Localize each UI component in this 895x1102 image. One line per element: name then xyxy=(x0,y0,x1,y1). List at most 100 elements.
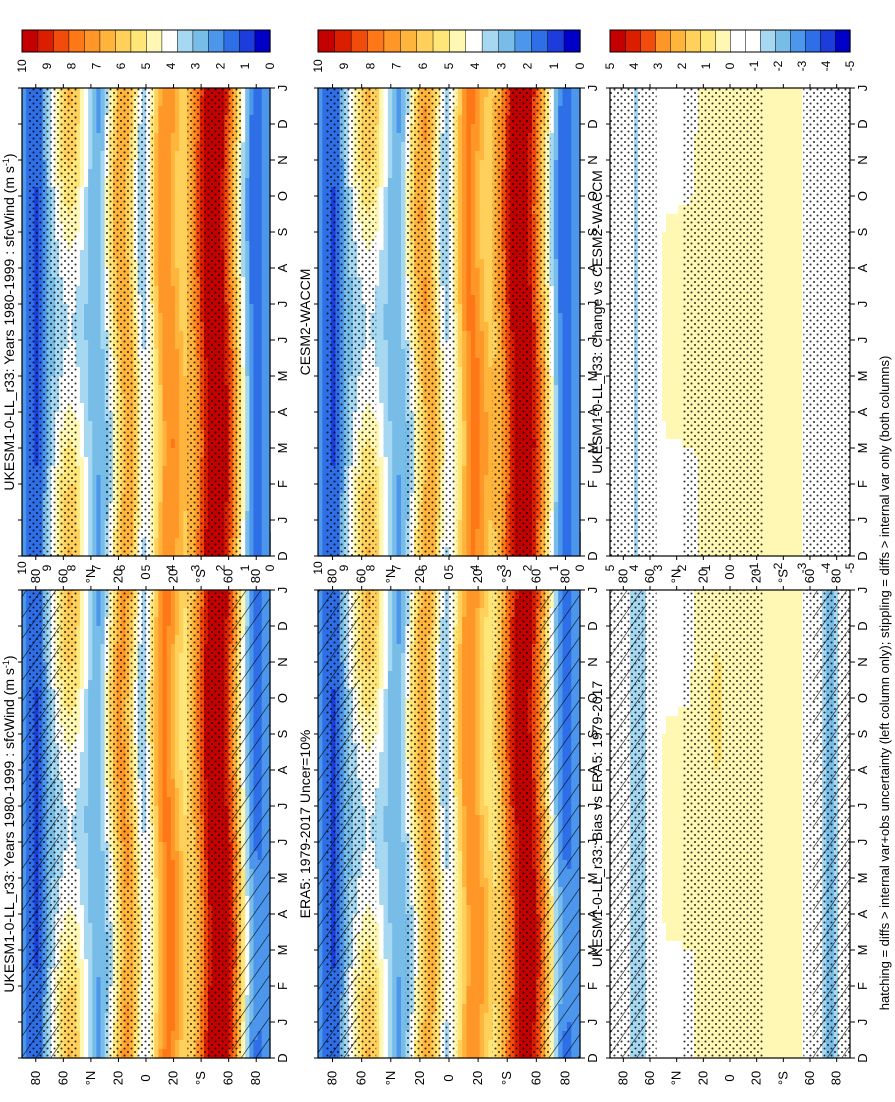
heat-cell xyxy=(179,671,184,681)
heat-cell xyxy=(88,313,93,323)
heat-cell xyxy=(167,1049,172,1059)
heat-cell xyxy=(183,680,188,690)
heat-cell xyxy=(88,779,93,789)
heat-cell xyxy=(171,950,176,960)
heat-cell xyxy=(154,205,159,215)
heat-cell xyxy=(158,842,163,852)
heat-cell xyxy=(175,680,180,690)
heat-cell xyxy=(163,259,168,269)
heat-cell xyxy=(171,322,176,332)
heat-cell xyxy=(183,608,188,618)
heat-cell xyxy=(171,331,176,341)
heat-cell xyxy=(175,977,180,987)
heat-cell xyxy=(80,878,85,888)
heat-cell xyxy=(101,662,106,672)
heat-cell xyxy=(179,115,184,125)
heat-cell xyxy=(96,887,101,897)
heat-cell xyxy=(163,833,168,843)
heat-cell xyxy=(253,88,258,98)
heat-cell xyxy=(253,151,258,161)
heat-cell xyxy=(158,259,163,269)
heat-cell xyxy=(88,241,93,251)
heat-cell xyxy=(80,743,85,753)
heat-cell xyxy=(101,286,106,296)
heat-cell xyxy=(183,797,188,807)
heat-cell xyxy=(179,644,184,654)
heat-cell xyxy=(179,142,184,152)
heat-cell xyxy=(80,968,85,978)
heat-cell xyxy=(154,905,159,915)
heat-cell xyxy=(88,941,93,951)
heat-cell xyxy=(179,626,184,636)
heat-cell xyxy=(171,286,176,296)
heat-cell xyxy=(158,250,163,260)
heat-cell xyxy=(96,860,101,870)
heat-cell xyxy=(179,196,184,206)
heat-cell xyxy=(183,151,188,161)
heat-cell xyxy=(179,752,184,762)
heat-cell xyxy=(154,752,159,762)
heat-cell xyxy=(88,115,93,125)
heat-cell xyxy=(258,106,263,116)
heat-cell xyxy=(92,259,97,269)
heat-cell xyxy=(167,295,172,305)
heat-cell xyxy=(171,599,176,609)
heat-cell xyxy=(167,941,172,951)
heat-cell xyxy=(167,97,172,107)
heat-cell xyxy=(80,860,85,870)
heat-cell xyxy=(96,1040,101,1050)
heat-cell xyxy=(167,923,172,933)
heat-cell xyxy=(154,331,159,341)
heat-cell xyxy=(262,232,267,242)
heat-cell xyxy=(92,842,97,852)
heat-cell xyxy=(171,779,176,789)
heat-cell xyxy=(92,250,97,260)
heat-cell xyxy=(158,115,163,125)
heat-cell xyxy=(22,124,27,134)
heat-cell xyxy=(167,806,172,816)
heat-cell xyxy=(88,142,93,152)
heat-cell xyxy=(253,142,258,152)
heat-cell xyxy=(92,214,97,224)
heat-cell xyxy=(80,97,85,107)
heat-cell xyxy=(171,196,176,206)
heat-cell xyxy=(158,860,163,870)
heat-cell xyxy=(179,232,184,242)
heat-cell xyxy=(92,968,97,978)
heat-cell xyxy=(80,986,85,996)
heat-cell xyxy=(258,97,263,107)
heat-cell xyxy=(258,259,263,269)
heat-cell xyxy=(96,779,101,789)
heat-cell xyxy=(249,187,254,197)
heat-cell xyxy=(154,187,159,197)
heat-cell xyxy=(175,1004,180,1014)
heat-cell xyxy=(84,860,89,870)
heat-cell xyxy=(158,214,163,224)
heat-cell xyxy=(163,860,168,870)
heat-cell xyxy=(179,761,184,771)
heat-cell xyxy=(88,761,93,771)
heat-cell xyxy=(96,797,101,807)
heat-cell xyxy=(96,788,101,798)
heat-cell xyxy=(80,304,85,314)
heat-cell xyxy=(158,950,163,960)
heat-cell xyxy=(167,232,172,242)
heat-cell xyxy=(84,268,89,278)
heat-cell xyxy=(22,205,27,215)
heat-cell xyxy=(179,851,184,861)
heat-cell xyxy=(262,88,267,98)
heat-cell xyxy=(101,752,106,762)
heat-cell xyxy=(158,617,163,627)
heat-cell xyxy=(88,304,93,314)
colorbar-label: 5 xyxy=(139,564,153,571)
heat-cell xyxy=(258,223,263,233)
heat-cell xyxy=(80,223,85,233)
lat-tick-label: 20 xyxy=(110,1071,125,1085)
heat-cell xyxy=(262,286,267,296)
heat-cell xyxy=(175,968,180,978)
heat-cell xyxy=(101,196,106,206)
heat-cell xyxy=(163,671,168,681)
heat-cell xyxy=(101,824,106,834)
heat-cell xyxy=(175,752,180,762)
heat-cell xyxy=(80,142,85,152)
